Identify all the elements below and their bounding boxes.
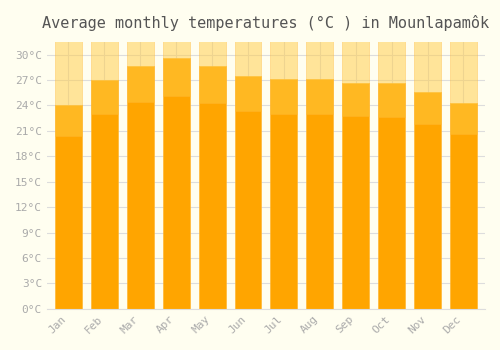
Bar xyxy=(450,103,477,309)
Bar xyxy=(162,58,190,309)
Bar xyxy=(342,83,369,309)
Bar xyxy=(414,92,441,309)
Bar xyxy=(342,0,369,117)
Bar xyxy=(306,79,334,309)
Bar xyxy=(127,65,154,309)
Bar xyxy=(127,0,154,102)
Bar xyxy=(378,0,405,117)
Title: Average monthly temperatures (°C ) in Mounlapamôk: Average monthly temperatures (°C ) in Mo… xyxy=(42,15,490,31)
Bar xyxy=(55,0,82,136)
Bar xyxy=(198,0,226,103)
Bar xyxy=(270,79,297,309)
Bar xyxy=(234,76,262,309)
Bar xyxy=(270,0,297,114)
Bar xyxy=(450,0,477,134)
Bar xyxy=(55,105,82,309)
Bar xyxy=(91,80,118,309)
Bar xyxy=(234,0,262,111)
Bar xyxy=(378,83,405,309)
Bar xyxy=(306,0,334,114)
Bar xyxy=(162,0,190,96)
Bar xyxy=(91,0,118,114)
Bar xyxy=(198,66,226,309)
Bar xyxy=(414,0,441,124)
